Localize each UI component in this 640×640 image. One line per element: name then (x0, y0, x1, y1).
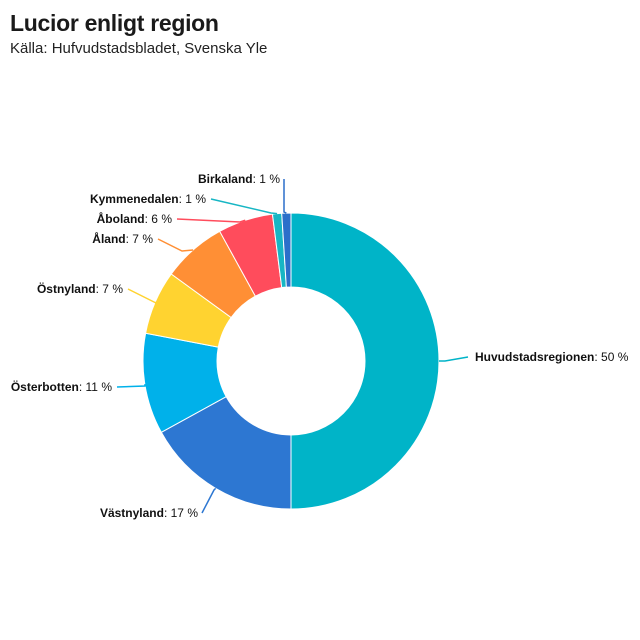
connector-åboland (176, 218, 246, 223)
label-västnyland: Västnyland: 17 % (100, 506, 198, 520)
connector-åland (157, 238, 194, 252)
label-value: : 50 % (594, 350, 628, 364)
connector-huvudstadsregionen (439, 356, 469, 362)
label-name: Österbotten (11, 379, 79, 394)
label-name: Åboland (97, 211, 145, 226)
label-value: : 11 % (79, 380, 112, 394)
connector-västnyland (201, 487, 217, 514)
label-name: Östnyland (37, 281, 96, 296)
label-name: Birkaland (198, 172, 253, 186)
label-name: Huvudstadsregionen (475, 350, 594, 364)
label-österbotten: Österbotten: 11 % (11, 379, 112, 394)
connector-östnyland (127, 288, 157, 304)
label-value: : 7 % (96, 282, 124, 296)
connector-kymmenedalen (210, 198, 278, 215)
label-birkaland: Birkaland: 1 % (198, 172, 280, 186)
label-value: : 7 % (126, 232, 154, 246)
label-huvudstadsregionen: Huvudstadsregionen: 50 % (475, 350, 629, 364)
label-name: Västnyland (100, 506, 164, 520)
label-name: Kymmenedalen (90, 192, 179, 206)
chart-title: Lucior enligt region (10, 10, 219, 36)
connector-österbotten (116, 384, 146, 388)
label-östnyland: Östnyland: 7 % (37, 281, 123, 296)
chart-subtitle: Källa: Hufvudstadsbladet, Svenska Yle (10, 40, 268, 57)
donut-slices (142, 212, 440, 510)
label-name: Åland (92, 231, 125, 246)
label-value: : 1 % (253, 172, 281, 186)
chart-header: Lucior enligt region Källa: Hufvudstadsb… (10, 8, 267, 60)
label-åland: Åland: 7 % (92, 231, 153, 246)
label-value: : 17 % (164, 506, 198, 520)
connector-birkaland (283, 179, 287, 214)
label-value: : 1 % (179, 192, 207, 206)
slice-huvudstadsregionen[interactable] (290, 212, 440, 510)
label-åboland: Åboland: 6 % (97, 211, 173, 226)
label-value: : 6 % (145, 212, 173, 226)
label-kymmenedalen: Kymmenedalen: 1 % (90, 192, 206, 206)
slice-labels: Huvudstadsregionen: 50 % Västnyland: 17 %… (11, 172, 629, 520)
